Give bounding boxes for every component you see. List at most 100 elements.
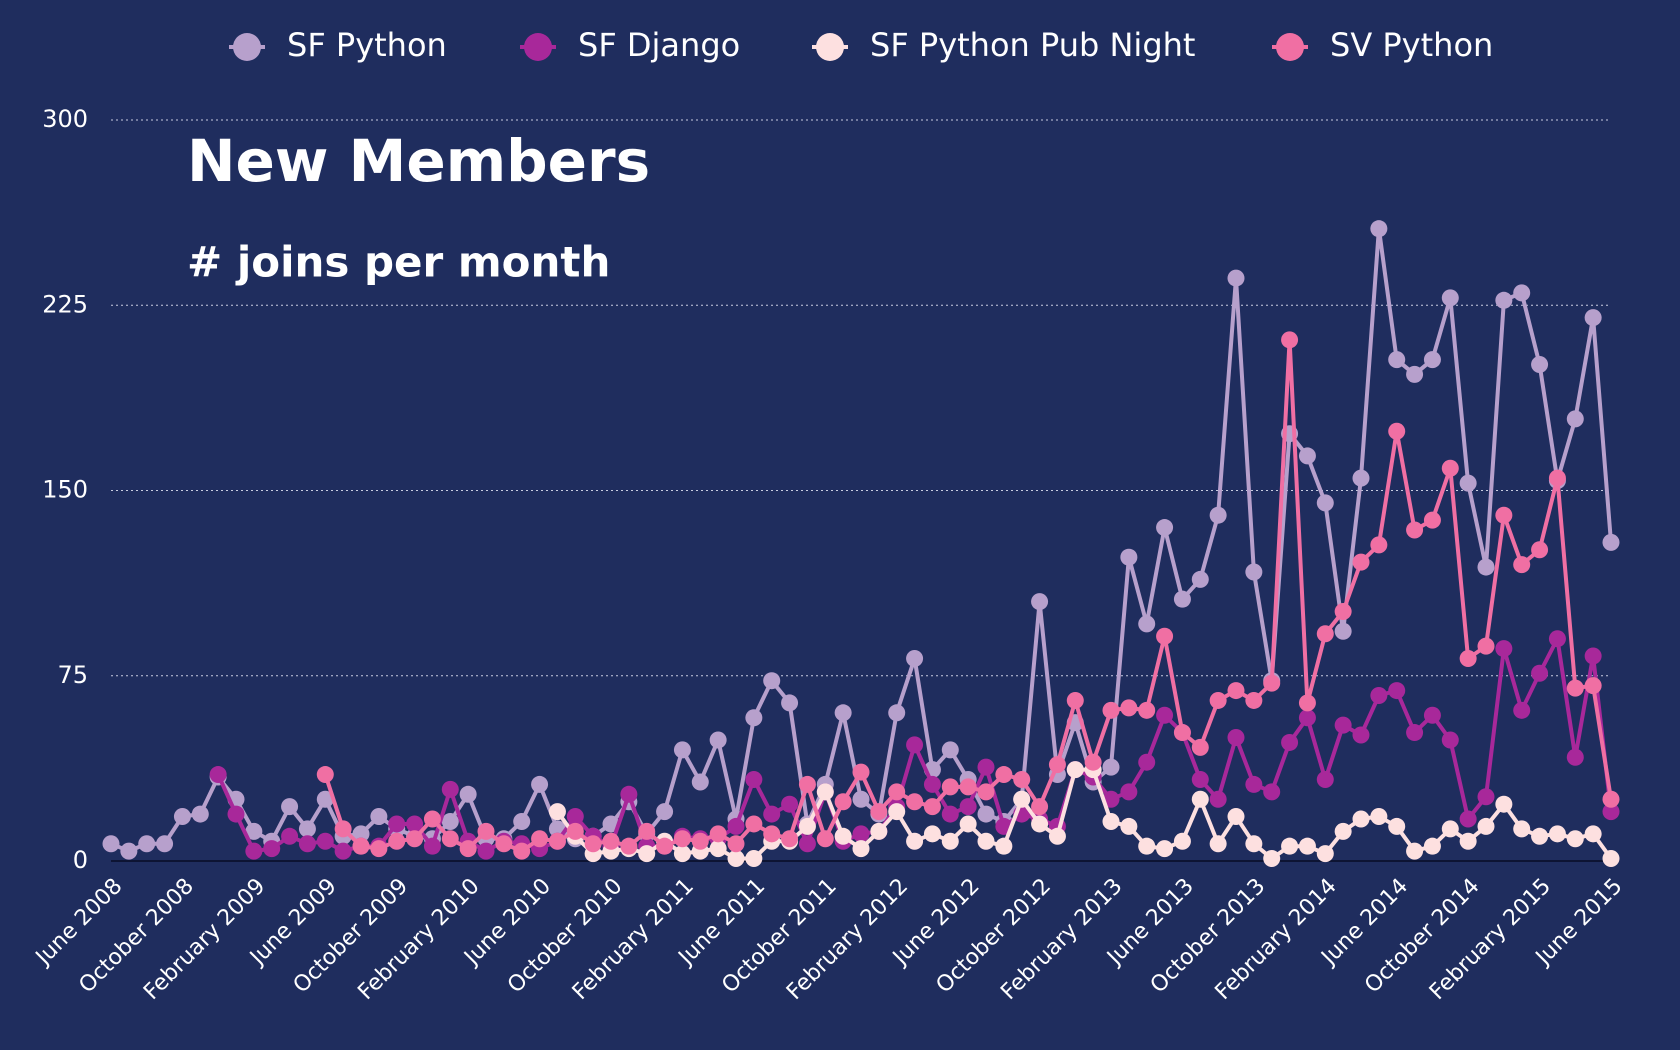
y-tick-label: 75: [57, 661, 88, 689]
data-point: [852, 840, 870, 858]
data-point: [923, 798, 941, 816]
data-point: [1388, 682, 1406, 700]
data-point: [1334, 716, 1352, 734]
data-point: [834, 704, 852, 722]
data-point: [638, 845, 656, 863]
data-point: [459, 840, 477, 858]
data-point: [1566, 410, 1584, 428]
data-point: [1584, 825, 1602, 843]
data-point: [852, 790, 870, 808]
data-point: [1209, 790, 1227, 808]
data-point: [923, 775, 941, 793]
data-point: [1013, 790, 1031, 808]
legend-label: SF Python Pub Night: [870, 26, 1195, 64]
data-point: [1227, 682, 1245, 700]
data-point: [531, 830, 549, 848]
data-point: [906, 649, 924, 667]
data-point: [1584, 677, 1602, 695]
data-point: [745, 709, 763, 727]
data-point: [1173, 832, 1191, 850]
data-point: [477, 822, 495, 840]
data-point: [834, 793, 852, 811]
data-point: [870, 822, 888, 840]
y-tick-label: 225: [42, 290, 88, 318]
data-point: [1334, 822, 1352, 840]
data-point: [1423, 706, 1441, 724]
data-point: [1102, 701, 1120, 719]
data-point: [1102, 758, 1120, 776]
data-point: [745, 770, 763, 788]
data-point: [1191, 790, 1209, 808]
data-point: [959, 778, 977, 796]
data-point: [1281, 733, 1299, 751]
data-point: [941, 805, 959, 823]
data-point: [673, 830, 691, 848]
data-point: [709, 825, 727, 843]
data-point: [1513, 556, 1531, 574]
data-point: [1495, 506, 1513, 524]
data-point: [1531, 827, 1549, 845]
data-point: [1370, 536, 1388, 554]
legend-label: SF Python: [287, 26, 447, 64]
data-point: [727, 817, 745, 835]
data-point: [1423, 511, 1441, 529]
data-point: [1191, 770, 1209, 788]
data-point: [1334, 622, 1352, 640]
data-point: [1245, 563, 1263, 581]
data-point: [1459, 832, 1477, 850]
data-point: [888, 803, 906, 821]
data-point: [1602, 850, 1620, 868]
data-point: [1102, 812, 1120, 830]
data-point: [1316, 770, 1334, 788]
data-point: [941, 741, 959, 759]
data-point: [1584, 309, 1602, 327]
data-point: [1316, 494, 1334, 512]
data-point: [1370, 220, 1388, 238]
data-point: [352, 837, 370, 855]
data-point: [1191, 570, 1209, 588]
data-point: [1441, 820, 1459, 838]
data-point: [798, 817, 816, 835]
data-point: [156, 835, 174, 853]
data-point: [1388, 351, 1406, 369]
data-point: [1370, 808, 1388, 826]
data-point: [566, 808, 584, 826]
data-point: [316, 790, 334, 808]
data-point: [781, 694, 799, 712]
data-point: [495, 835, 513, 853]
data-point: [977, 783, 995, 801]
data-point: [441, 780, 459, 798]
data-point: [1316, 845, 1334, 863]
data-point: [1423, 351, 1441, 369]
data-point: [1334, 603, 1352, 621]
data-point: [888, 704, 906, 722]
data-point: [370, 840, 388, 858]
data-point: [1477, 788, 1495, 806]
data-point: [298, 835, 316, 853]
data-point: [548, 803, 566, 821]
data-point: [1048, 756, 1066, 774]
data-point: [1227, 808, 1245, 826]
data-point: [870, 803, 888, 821]
data-point: [745, 850, 763, 868]
data-point: [1156, 706, 1174, 724]
data-point: [995, 837, 1013, 855]
data-point: [1352, 810, 1370, 828]
data-point: [673, 845, 691, 863]
data-point: [834, 827, 852, 845]
data-point: [1031, 798, 1049, 816]
data-point: [1388, 817, 1406, 835]
data-point: [1209, 835, 1227, 853]
data-point: [1495, 640, 1513, 658]
data-point: [1406, 521, 1424, 539]
data-point: [388, 815, 406, 833]
data-point: [941, 778, 959, 796]
data-point: [477, 842, 495, 860]
data-point: [798, 775, 816, 793]
data-point: [441, 830, 459, 848]
data-point: [977, 758, 995, 776]
legend-label: SF Django: [578, 26, 740, 64]
data-point: [334, 820, 352, 838]
data-point: [227, 805, 245, 823]
data-point: [1602, 533, 1620, 551]
